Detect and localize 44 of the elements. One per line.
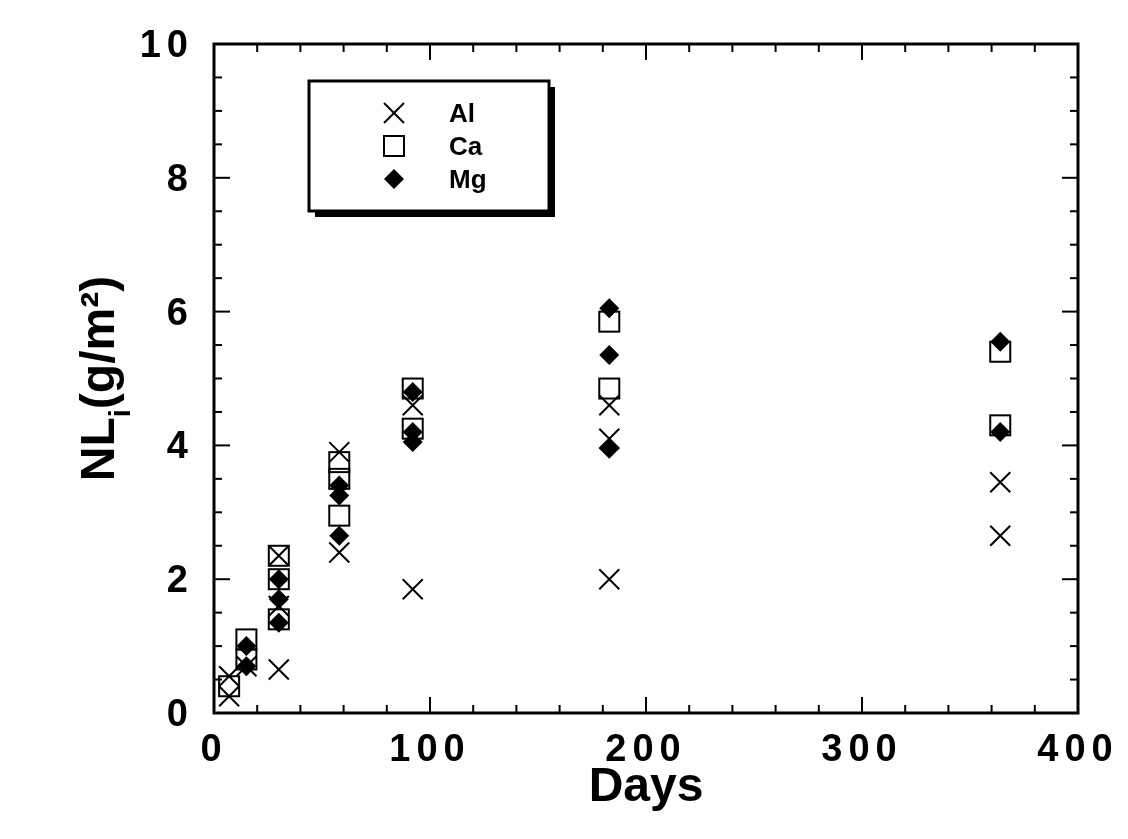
- y-tick-label: 8: [166, 156, 194, 199]
- point: [990, 331, 1011, 352]
- point: [329, 525, 350, 546]
- point: [235, 648, 258, 671]
- point: [328, 504, 351, 527]
- x-tick-label: 100: [389, 727, 471, 769]
- point: [989, 471, 1012, 494]
- point: [599, 298, 620, 319]
- point: [235, 628, 258, 651]
- point: [328, 441, 351, 464]
- point: [401, 394, 424, 417]
- point: [598, 310, 621, 333]
- point: [218, 665, 241, 688]
- point: [598, 377, 621, 400]
- point: [328, 451, 351, 474]
- legend-label: Ca: [449, 131, 483, 161]
- y-tick-label: 6: [166, 290, 194, 333]
- point: [328, 541, 351, 564]
- point: [268, 589, 289, 610]
- point: [989, 524, 1012, 547]
- legend-label: Al: [449, 98, 475, 128]
- legend-label: Mg: [449, 164, 487, 194]
- point: [598, 427, 621, 450]
- x-tick-label: 0: [200, 727, 228, 769]
- point: [236, 636, 257, 657]
- point: [989, 414, 1012, 437]
- y-tick-label: 10: [139, 23, 194, 65]
- point: [401, 578, 424, 601]
- y-tick-label: 2: [166, 558, 194, 601]
- point: [599, 345, 620, 366]
- point: [989, 340, 1012, 363]
- point: [328, 467, 351, 490]
- point: [267, 658, 290, 681]
- point: [598, 568, 621, 591]
- x-tick-label: 300: [821, 727, 903, 769]
- y-tick-label: 4: [166, 424, 194, 467]
- point: [599, 438, 620, 459]
- point: [598, 394, 621, 417]
- y-tick-label: 0: [166, 692, 194, 734]
- point: [990, 422, 1011, 443]
- x-tick-label: 400: [1037, 727, 1119, 769]
- point: [218, 685, 241, 708]
- point: [401, 417, 424, 440]
- point: [218, 675, 241, 698]
